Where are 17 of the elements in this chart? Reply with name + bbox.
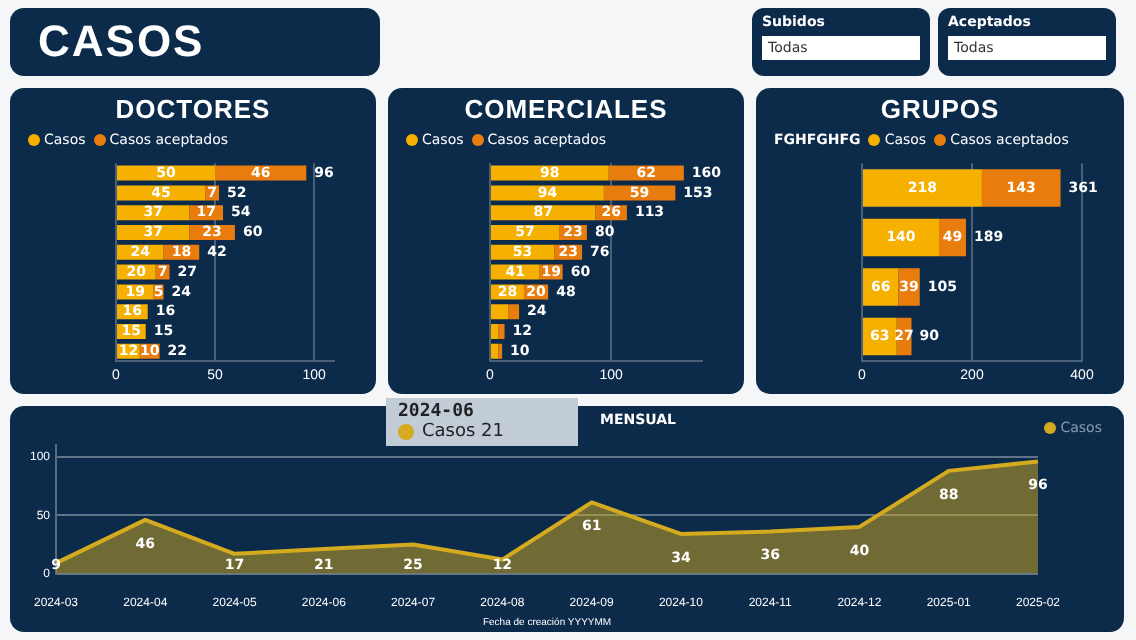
bar [491,205,596,221]
bar [498,323,505,340]
bar [491,304,509,320]
text: Casos 21 [420,422,506,442]
bar [491,185,604,201]
bar [863,218,939,257]
chart-title: DOCTORES [113,92,273,128]
bar [863,169,982,207]
text: CASOS [36,14,207,68]
bar [491,343,499,359]
bar [491,165,609,181]
text: 2024-06 [398,402,476,422]
bar [491,323,499,340]
bar [508,304,520,320]
bar [981,169,1061,207]
chart-title: COMERCIALES [462,92,670,128]
chart-title: GRUPOS [878,92,1002,128]
